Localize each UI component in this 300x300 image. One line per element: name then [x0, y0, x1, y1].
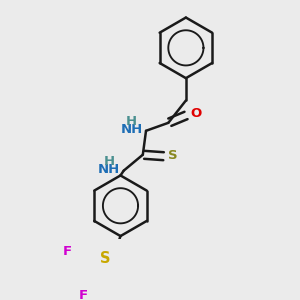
Text: H: H [126, 115, 137, 128]
Text: O: O [190, 107, 201, 120]
Text: H: H [104, 154, 115, 168]
Text: NH: NH [98, 163, 121, 176]
Text: F: F [63, 245, 72, 258]
Text: S: S [100, 251, 110, 266]
Text: F: F [79, 289, 88, 300]
Text: S: S [168, 149, 178, 162]
Text: NH: NH [121, 123, 143, 136]
